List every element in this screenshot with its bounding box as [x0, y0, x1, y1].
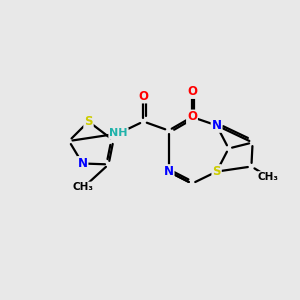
- Text: N: N: [212, 119, 222, 132]
- Text: CH₃: CH₃: [258, 172, 279, 182]
- Text: O: O: [187, 110, 197, 124]
- Text: O: O: [187, 85, 197, 98]
- Text: O: O: [138, 89, 148, 103]
- Text: S: S: [212, 165, 221, 178]
- Text: NH: NH: [109, 128, 128, 139]
- Text: S: S: [84, 115, 93, 128]
- Text: N: N: [77, 157, 88, 170]
- Text: CH₃: CH₃: [73, 182, 94, 193]
- Text: N: N: [164, 165, 174, 178]
